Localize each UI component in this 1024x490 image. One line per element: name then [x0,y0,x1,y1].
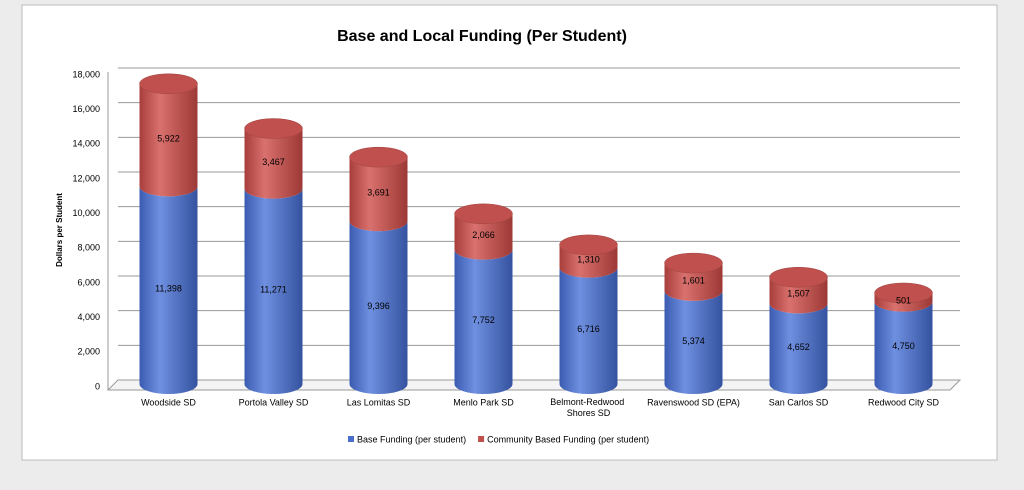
cylinder-segment [559,244,618,278]
floor [106,379,962,391]
cylinder-segment [139,83,198,197]
y-tick-label: 0 [95,381,100,391]
cylinder-segment [874,301,933,394]
x-tick-label: Ravenswood SD (EPA) [647,397,740,407]
cylinder-segment [454,249,513,394]
cylinder-cap [664,252,723,274]
data-label: 2,066 [472,230,495,240]
data-label: 501 [896,296,911,306]
legend-swatch [478,436,485,442]
cylinder-cap [454,203,513,225]
data-label: 11,398 [155,284,182,294]
cylinder-segment [664,290,723,394]
x-tick-label: Woodside SD [141,397,196,407]
y-tick-label: 6,000 [77,277,100,287]
cylinder-segment [349,221,408,394]
y-tick-label: 16,000 [72,104,100,114]
cylinder-segment [349,157,408,232]
cylinder-cap [769,266,828,288]
y-tick-label: 4,000 [77,312,100,322]
y-tick-label: 18,000 [72,69,100,79]
cylinder-segment [874,292,933,312]
cylinder-cap [874,282,933,304]
data-label: 5,374 [682,336,705,346]
cylinder-segment [244,188,303,394]
cylinder-cap [244,118,303,139]
legend-label: Community Based Funding (per student) [487,434,649,444]
data-label: 5,922 [157,133,180,143]
cylinder-segment [454,213,513,260]
data-label: 1,507 [787,289,810,299]
cylinder-segment [559,267,618,394]
y-tick-label: 10,000 [72,208,100,218]
cylinder-segment [769,277,828,314]
cylinder-cap [349,146,408,168]
cylinder-segment [139,186,198,394]
x-tick-label: San Carlos SD [769,397,829,407]
data-label: 1,601 [682,275,705,285]
data-label: 6,716 [577,324,600,334]
cylinder-cap [559,234,618,256]
chart-title: Base and Local Funding (Per Student) [337,28,627,45]
data-label: 4,652 [787,342,810,352]
data-label: 9,396 [367,301,390,311]
y-tick-label: 12,000 [72,173,100,183]
data-label: 1,310 [577,255,600,265]
data-label: 7,752 [472,315,495,325]
legend-label: Base Funding (per student) [357,434,466,444]
data-label: 4,750 [892,341,915,351]
y-tick-label: 2,000 [77,347,100,357]
x-tick-label: Belmont-Redwood Shores SD [550,397,627,418]
data-label: 11,271 [260,285,287,295]
y-axis-label: Dollars per Student [55,193,64,267]
cylinder-segment [769,303,828,394]
data-label: 3,467 [262,157,285,167]
x-tick-label: Redwood City SD [868,397,940,407]
cylinder-segment [244,128,303,199]
y-tick-label: 14,000 [72,139,100,149]
x-tick-label: Portola Valley SD [239,397,309,407]
legend-swatch [348,436,354,442]
x-tick-label: Menlo Park SD [453,397,514,407]
data-label: 3,691 [367,188,390,198]
x-tick-label: Las Lomitas SD [347,397,411,407]
cylinder-cap [139,73,198,95]
y-tick-label: 8,000 [77,243,100,253]
cylinder-segment [664,263,723,301]
